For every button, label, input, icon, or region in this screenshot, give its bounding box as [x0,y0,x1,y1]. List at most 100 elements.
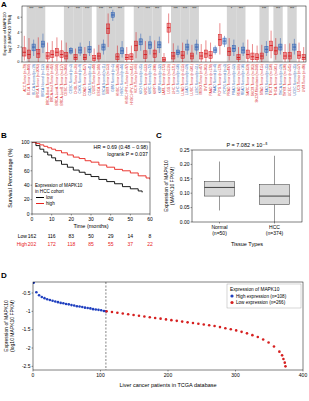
survival-curve [32,142,150,179]
x-tick-label: 50 [128,216,134,222]
box [269,41,272,51]
box [37,49,40,57]
point [235,329,238,332]
significance-label: *** [118,7,123,11]
risk-row-label: Low [18,233,28,239]
y-tick-label: 6 [17,15,20,20]
box [242,47,245,53]
significance-label: *** [239,7,244,11]
box [251,53,254,60]
point [175,320,178,323]
legend-title: Expression of MAPK10 [35,183,83,188]
box [111,13,114,17]
category-label: BRCA-LumA.Tumor (n=564) [55,64,59,106]
median [65,56,68,57]
box-group [204,156,289,222]
category-label: STAD.Tumor (n=415) [260,64,264,95]
category-label: Normal(n=50) [211,224,227,236]
box [74,55,77,60]
y-tick-label: 20 [24,196,30,202]
median [162,59,165,60]
box [55,49,58,56]
median [181,55,184,56]
point [111,311,114,314]
significance-label: *** [39,7,44,11]
point [70,304,73,307]
box [172,52,175,59]
median [223,41,226,42]
category-label: PCPG.Normal (n=3) [223,64,227,94]
point [54,300,57,303]
median [88,49,91,50]
median [125,57,128,58]
box [46,52,49,59]
point [256,336,259,339]
point [76,305,79,308]
panel-letter: A [1,0,7,9]
median [190,56,193,57]
significance-shade [134,6,143,62]
median [153,53,156,54]
risk-count: 162 [28,233,37,239]
box-group [23,10,306,62]
category-label: LUAD.Normal (n=59) [185,64,189,95]
median [102,47,105,48]
box [153,50,156,57]
median [237,57,240,58]
box [293,44,296,50]
point [267,341,270,344]
significance-shade [259,6,268,62]
box [97,53,100,59]
point [127,313,130,316]
y-tick [31,170,33,171]
median [37,53,40,54]
median [134,45,137,46]
point [57,301,60,304]
category-label: THYM.Tumor (n=120) [283,64,287,96]
box [274,47,277,54]
significance-label: *** [174,7,179,11]
box [283,52,286,59]
legend-marker [230,301,233,304]
category-label: UCS.Tumor (n=57) [297,64,301,92]
risk-count: 55 [108,241,114,247]
box [107,24,110,34]
median [297,55,300,56]
y-tick [31,185,33,186]
title: P = 7.082 × 10⁻⁵ [226,142,267,148]
plot-frame [192,150,302,222]
category-label: ESCA.Normal (n=11) [102,64,106,95]
significance-label: *** [290,7,295,11]
box [60,51,63,58]
point [213,325,216,328]
plot-frame [22,6,306,62]
box [297,52,300,59]
significance-label: *** [276,7,281,11]
median [148,44,151,45]
point [165,318,168,321]
median [144,54,147,55]
y-tick [32,366,34,367]
box [41,41,44,47]
significance-label: *** [192,7,197,11]
median [186,47,189,48]
category-label: SKCM.Tumor (n=103) [251,64,255,96]
plot-frame [32,142,150,214]
y-tick-label: 0.10 [180,190,190,196]
point [105,310,108,313]
legend-title: in HCC cohort [35,189,65,194]
y-axis-label: (MAPK10 FPKM) [169,166,175,205]
box [32,44,35,51]
median [293,47,296,48]
box [232,46,235,52]
y-tick-label: 100 [21,139,30,145]
category-label: PRAD.Tumor (n=497) [227,64,231,96]
box [134,41,137,51]
category-label: STAD.Normal (n=35) [265,64,269,95]
median [214,50,217,51]
significance-shade [143,6,152,62]
box [120,48,123,54]
y-tick [191,164,193,165]
median [218,39,221,40]
legend-label: low [46,195,54,200]
